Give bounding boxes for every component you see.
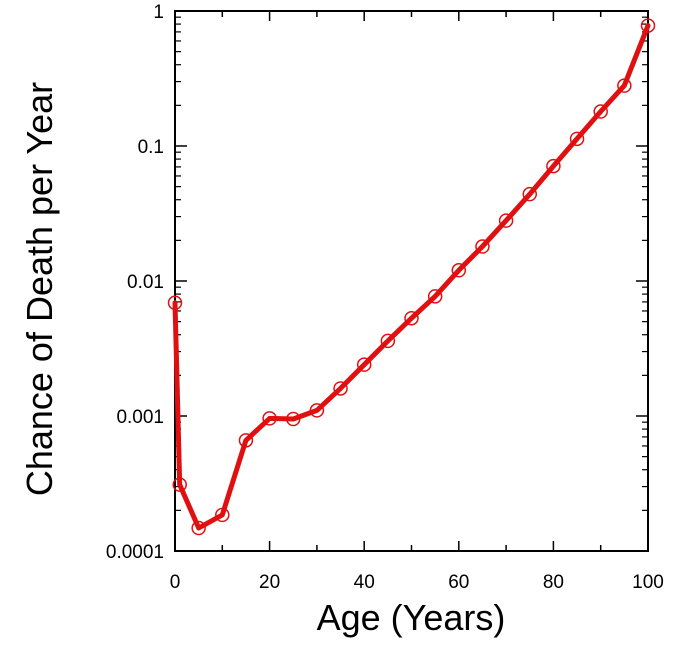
x-tick-label: 20 — [259, 572, 280, 593]
data-point — [640, 18, 656, 33]
y-tick-label: 0.01 — [127, 272, 164, 293]
major-ticks — [174, 10, 649, 552]
x-tick-label: 100 — [632, 572, 664, 593]
data-point — [215, 507, 230, 523]
data-point — [309, 403, 325, 418]
data-point — [498, 213, 514, 228]
data-point — [380, 333, 396, 349]
x-tick-labels: 0 20 40 60 80 100 — [170, 572, 664, 593]
data-point — [356, 357, 372, 372]
data-point — [475, 239, 490, 254]
y-tick-label: 0.1 — [138, 137, 164, 158]
y-axis-title: Chance of Death per Year — [19, 82, 60, 496]
data-point — [262, 411, 277, 426]
data-point — [593, 104, 608, 119]
x-tick-label: 80 — [543, 572, 564, 593]
x-tick-label: 40 — [354, 572, 375, 593]
y-tick-label: 0.0001 — [106, 542, 164, 563]
data-point — [333, 381, 348, 396]
data-point — [617, 78, 632, 93]
data-point — [546, 158, 561, 174]
data-point — [191, 520, 206, 536]
x-axis-title: Age (Years) — [317, 597, 506, 638]
data-point — [451, 263, 467, 278]
data-point — [167, 295, 183, 311]
x-tick-label: 60 — [448, 572, 469, 593]
plot-frame — [174, 10, 649, 552]
data-point — [238, 433, 254, 448]
data-point — [286, 411, 301, 427]
x-tick-label: 0 — [170, 572, 181, 593]
y-tick-label: 1 — [153, 2, 164, 23]
minor-ticks — [175, 11, 648, 551]
data-point — [427, 289, 443, 304]
series-layer — [167, 18, 656, 536]
y-tick-labels: 0.0001 0.001 0.01 0.1 1 — [106, 2, 164, 563]
y-tick-label: 0.001 — [116, 407, 164, 428]
data-point — [404, 310, 419, 326]
data-point — [522, 186, 537, 202]
series-line — [172, 23, 651, 531]
data-point — [569, 131, 585, 147]
data-point — [172, 477, 187, 492]
